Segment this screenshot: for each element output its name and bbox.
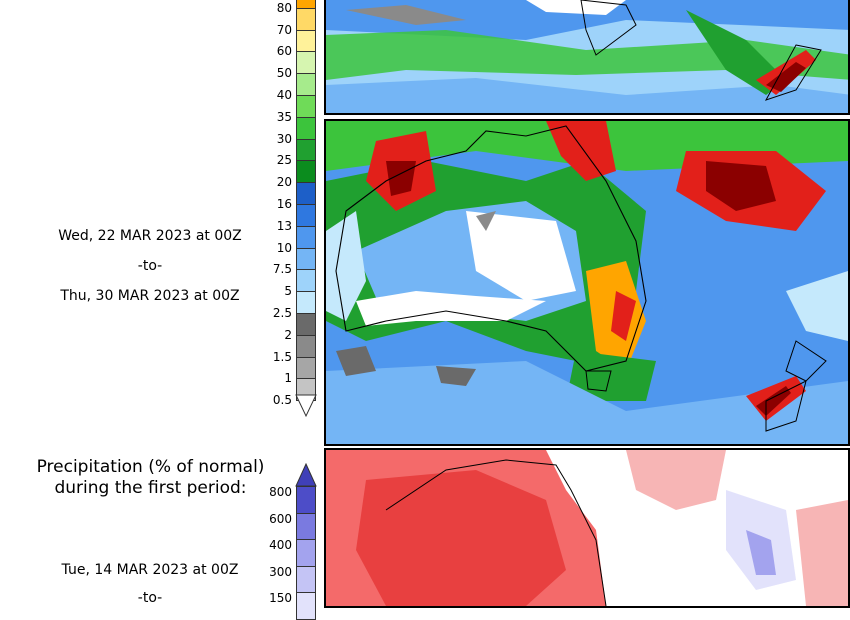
precip-colorbar-segment [296,160,316,184]
precip-colorbar-tick-label: 0.5 [272,393,292,408]
precip-colorbar-segment [296,182,316,205]
precip-colorbar-tick-label: 20 [276,175,292,190]
precip-colorbar-tick-label: 80 [276,0,292,15]
anomaly-colorbar-segment [296,592,316,620]
precip-colorbar-tick-label: 1 [284,371,292,386]
anomaly-colorbar-tick-label: 800 [269,485,292,499]
map-panel-precip-forecast [324,119,850,446]
anomaly-title-line2: during the first period: [54,478,247,498]
precip-colorbar-ticks: 80 70 60 50 40 35 30 25 20 16 13 10 7.5 5 2.5 2 1.5 1 0.5 [252,0,292,420]
precip-colorbar-tick-label: 60 [276,44,292,59]
map-panel-percent-of-normal [324,448,850,608]
anomaly-colorbar-tick-label: 600 [269,511,292,526]
precip-colorbar-segment [296,29,316,53]
anomaly-colorbar-segment [296,486,316,514]
precip-colorbar-segment [296,73,316,96]
period-end: Thu, 30 MAR 2023 at 00Z [60,288,240,304]
precip-colorbar-segment [296,291,316,314]
precip-colorbar-segment [296,7,316,31]
precip-colorbar-tick-label: 70 [276,22,292,37]
precip-colorbar-tick-label: 7.5 [272,262,292,277]
precip-colorbar-segment [296,247,316,271]
anomaly-period-start: Tue, 14 MAR 2023 at 00Z [61,562,239,578]
precip-colorbar-tick-label: 35 [276,109,292,124]
precip-colorbar-tick-label: 16 [276,197,292,211]
precip-colorbar-segment [296,116,316,140]
precip-colorbar-segment [296,204,316,227]
anomaly-title-line1: Precipitation (% of normal) [36,457,265,477]
precip-colorbar-tick-label: 30 [276,131,292,146]
anomaly-colorbar-max-arrow [295,463,317,487]
precip-colorbar-tick-label: 5 [284,284,292,299]
precip-colorbar [296,0,316,402]
map-panel-top [324,0,850,115]
precip-colorbar-segment [296,356,316,380]
precip-colorbar-segment [296,225,316,249]
anomaly-colorbar [296,486,316,620]
precip-colorbar-tick-label: 2 [284,327,292,342]
period-start: Wed, 22 MAR 2023 at 00Z [58,228,242,244]
anomaly-colorbar-ticks: 800 600 400 300 150 [252,0,292,605]
period-separator: -to- [137,258,163,274]
anomaly-colorbar-tick-label: 400 [269,538,292,552]
precip-colorbar-segment [296,269,316,293]
precip-colorbar-segment [296,138,316,162]
anomaly-colorbar-tick-label: 300 [269,564,292,579]
precip-colorbar-segment [296,313,316,336]
precip-colorbar-segment [296,334,316,358]
precip-colorbar-segment [296,95,316,118]
anomaly-colorbar-segment [296,512,316,540]
precip-colorbar-tick-label: 40 [276,88,292,102]
anomaly-colorbar-segment [296,565,316,593]
precip-colorbar-tick-label: 10 [276,240,292,255]
precip-colorbar-tick-label: 25 [276,153,292,168]
precip-colorbar-tick-label: 2.5 [272,306,292,320]
precip-colorbar-tick-label: 13 [276,218,292,233]
precip-colorbar-segment [296,51,316,75]
anomaly-colorbar-segment [296,539,316,567]
precip-colorbar-tick-label: 50 [276,66,292,81]
precip-colorbar-min-arrow [295,394,317,418]
anomaly-period-separator: -to- [137,590,163,606]
anomaly-colorbar-tick-label: 150 [269,591,292,605]
precip-colorbar-tick-label: 1.5 [272,349,292,364]
